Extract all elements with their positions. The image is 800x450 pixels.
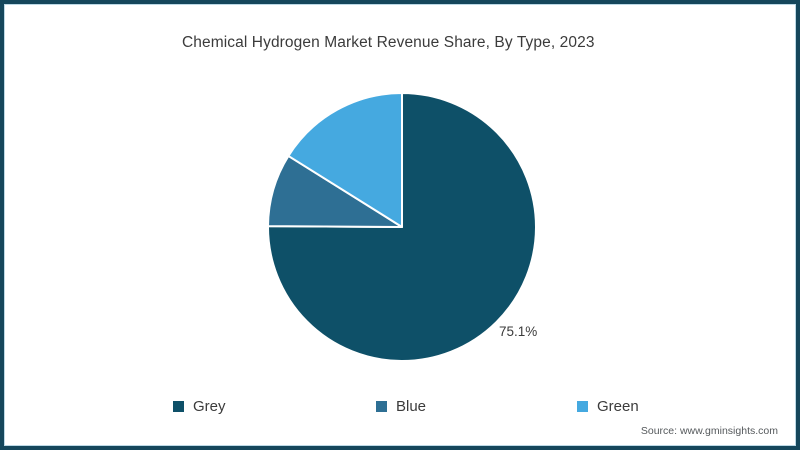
source-attribution: Source: www.gminsights.com — [640, 425, 778, 437]
legend-swatch-icon-grey — [173, 400, 184, 412]
pie-chart-svg — [267, 92, 537, 362]
chart-legend: Grey Blue Green — [0, 394, 800, 418]
pie-slice-label-grey: 75.1% — [499, 324, 538, 339]
legend-swatch-icon-green — [577, 400, 588, 412]
legend-item-blue[interactable]: Blue — [376, 394, 426, 418]
legend-label-grey: Grey — [193, 397, 226, 415]
pie-slice-group — [267, 92, 537, 362]
legend-item-grey[interactable]: Grey — [173, 394, 226, 418]
legend-item-green[interactable]: Green — [577, 394, 639, 418]
pie-chart — [267, 92, 537, 362]
pie-slice-green[interactable] — [287, 92, 403, 228]
legend-label-green: Green — [597, 397, 639, 415]
chart-title: Chemical Hydrogen Market Revenue Share, … — [182, 34, 595, 51]
legend-swatch-icon-blue — [376, 400, 387, 412]
pie-slice-grey[interactable] — [267, 92, 537, 362]
legend-label-blue: Blue — [396, 397, 427, 415]
